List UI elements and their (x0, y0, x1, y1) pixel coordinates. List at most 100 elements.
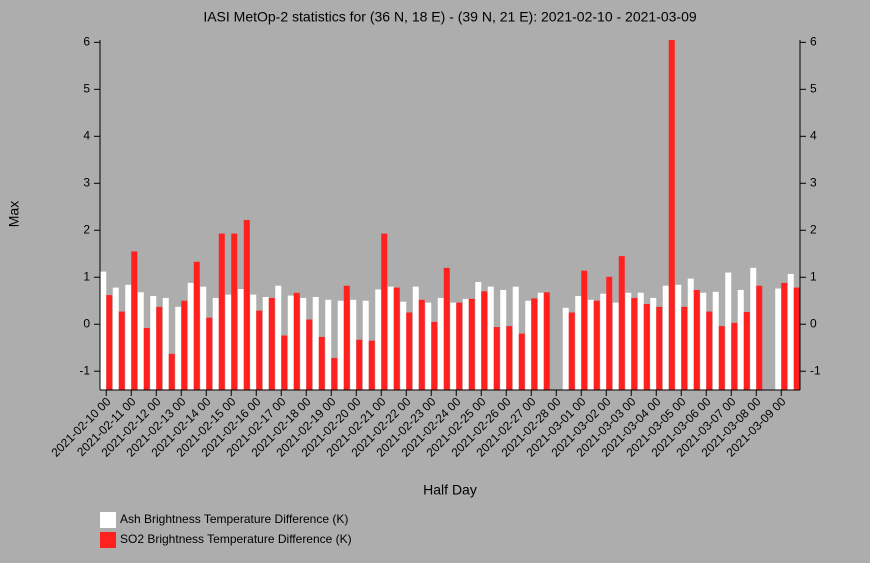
bar (118, 311, 125, 390)
y-tick-label: 1 (83, 269, 90, 283)
bar (525, 300, 532, 390)
bar (750, 267, 757, 390)
bar (668, 40, 675, 390)
bar (181, 300, 188, 390)
bar (393, 287, 400, 390)
bar (100, 271, 107, 390)
y-tick-label-right: 4 (810, 128, 817, 142)
bar (562, 307, 569, 390)
bar (368, 340, 375, 390)
legend-label: SO2 Brightness Temperature Difference (K… (120, 532, 352, 546)
bar (337, 300, 344, 390)
bar (493, 327, 500, 390)
bar (225, 294, 232, 390)
legend-swatch (100, 532, 116, 548)
bar (581, 270, 588, 390)
bar (206, 317, 213, 390)
bar (243, 219, 250, 390)
y-tick-label-right: 5 (810, 82, 817, 96)
bar (681, 306, 688, 390)
bar (387, 286, 394, 390)
bar (275, 285, 282, 390)
bar (268, 297, 275, 390)
bar (487, 286, 494, 390)
bar (643, 304, 650, 390)
bar (437, 297, 444, 390)
legend-label: Ash Brightness Temperature Difference (K… (120, 512, 348, 526)
bar (637, 292, 644, 390)
bar (412, 286, 419, 390)
bar (606, 276, 613, 390)
bar (131, 251, 138, 390)
bar (587, 299, 594, 390)
y-tick-label-right: -1 (810, 363, 821, 377)
bar (262, 296, 269, 390)
bar (775, 288, 782, 390)
bar (443, 267, 450, 390)
bar (281, 335, 288, 390)
bar (675, 284, 682, 390)
bar (618, 256, 625, 390)
bar (256, 310, 263, 390)
bar (143, 327, 150, 390)
bar (568, 312, 575, 390)
bar (231, 233, 238, 390)
bar (312, 296, 319, 390)
bar (406, 312, 413, 390)
bar (168, 353, 175, 390)
bar (512, 286, 519, 390)
bar (162, 297, 169, 390)
bar (318, 336, 325, 390)
bar (756, 285, 763, 390)
bar (462, 298, 469, 390)
bar (218, 233, 225, 390)
bar (343, 285, 350, 390)
bar (175, 306, 182, 390)
bar (362, 300, 369, 390)
bar (156, 306, 163, 390)
bar (543, 292, 550, 390)
bar (725, 272, 732, 390)
bar (300, 297, 307, 390)
bar (687, 278, 694, 390)
bar (431, 321, 438, 390)
bar (250, 294, 257, 390)
bar (325, 299, 332, 390)
y-tick-label-right: 0 (810, 316, 817, 330)
y-axis-label: Max (6, 201, 22, 227)
y-tick-label: 4 (83, 128, 90, 142)
bar (381, 233, 388, 390)
bar (650, 297, 657, 390)
y-tick-label: -1 (79, 363, 90, 377)
bar (481, 291, 488, 390)
bar (531, 298, 538, 390)
bar (400, 301, 407, 390)
bar (631, 297, 638, 390)
bar (537, 292, 544, 390)
bar (700, 292, 707, 390)
bar (418, 299, 425, 390)
bar (625, 292, 632, 390)
bar (600, 293, 607, 390)
bar (575, 296, 582, 390)
y-tick-label: 5 (83, 82, 90, 96)
y-tick-label: 2 (83, 222, 90, 236)
bar (712, 291, 719, 390)
bar (125, 284, 132, 390)
y-tick-label-right: 1 (810, 269, 817, 283)
bar (293, 292, 300, 390)
bar (506, 326, 513, 390)
bar (137, 292, 144, 390)
bar (106, 295, 113, 390)
bar (706, 311, 713, 390)
bar (356, 339, 363, 390)
bar (237, 288, 244, 390)
bar (593, 300, 600, 390)
bar (375, 289, 382, 390)
y-tick-label: 3 (83, 175, 90, 189)
bar (612, 302, 619, 390)
y-tick-label: 0 (83, 316, 90, 330)
bar (456, 302, 463, 390)
bar (193, 261, 200, 390)
bar (212, 297, 219, 390)
